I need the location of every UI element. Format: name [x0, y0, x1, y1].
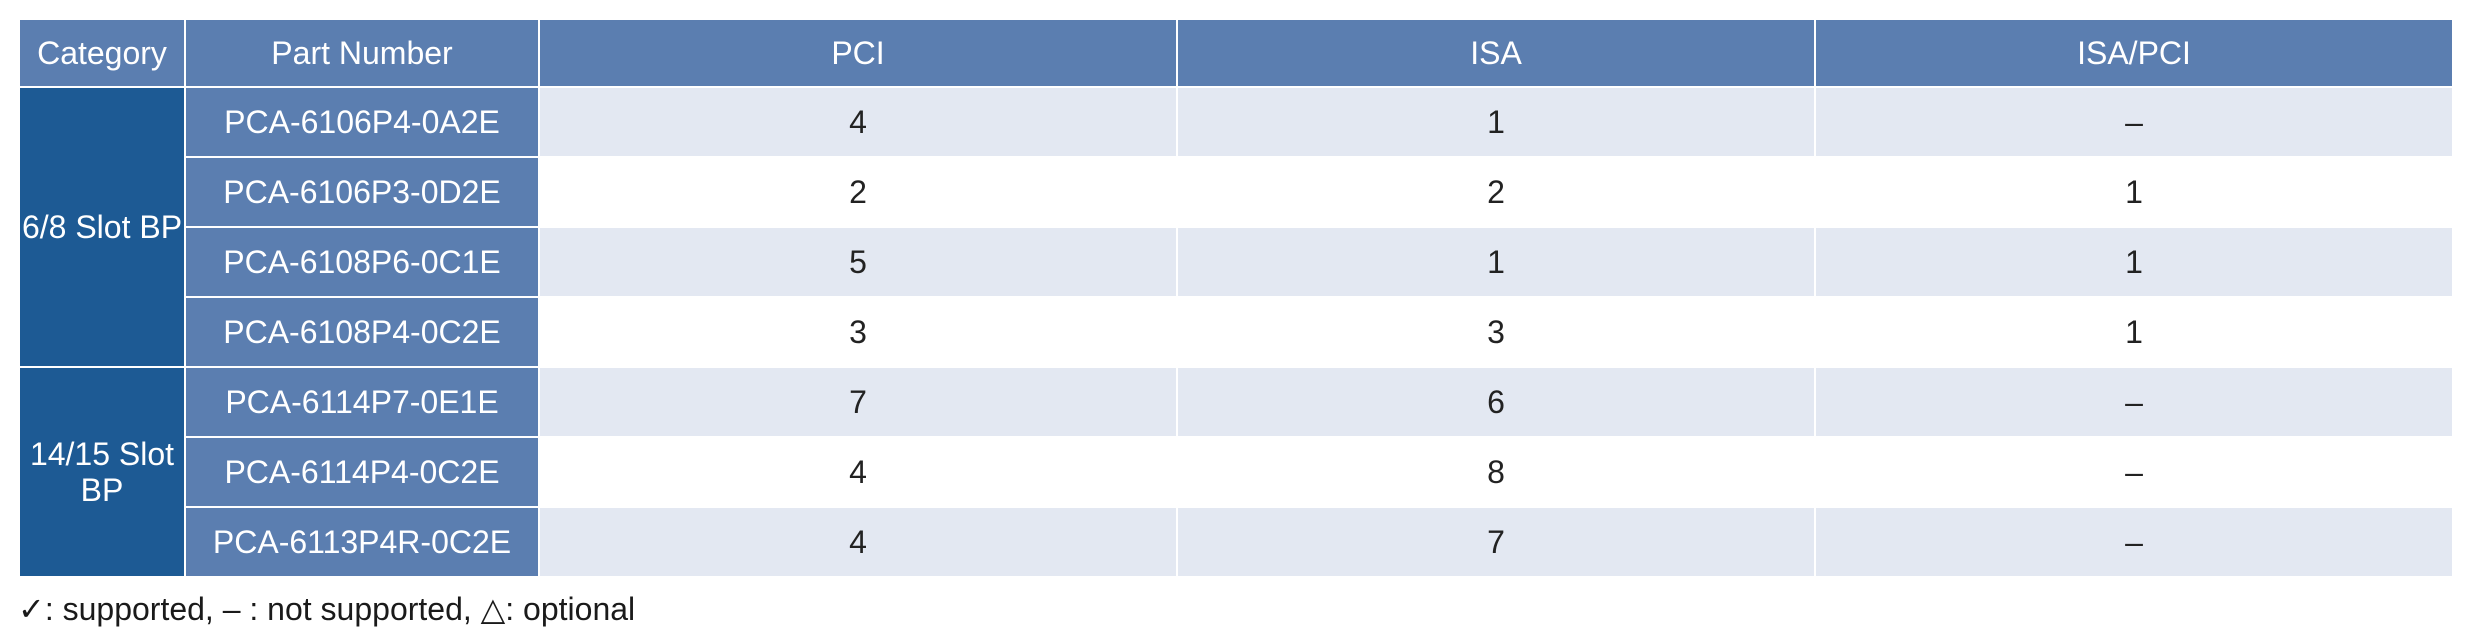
- isa-cell: 1: [1176, 226, 1816, 298]
- legend-text: ✓: supported, – : not supported, △: opti…: [18, 591, 636, 627]
- part-number-cell: PCA-6114P4-0C2E: [184, 436, 540, 508]
- part-number-cell: PCA-6106P4-0A2E: [184, 86, 540, 158]
- legend-note: ✓: supported, – : not supported, △: opti…: [18, 590, 635, 628]
- isa-cell: 7: [1176, 506, 1816, 578]
- backplane-spec-table: Category Part Number PCI ISA ISA/PCI 6/8…: [18, 18, 2454, 578]
- isa-cell: 8: [1176, 436, 1816, 508]
- part-number-cell: PCA-6108P6-0C1E: [184, 226, 540, 298]
- isa-pci-cell: –: [1814, 506, 2454, 578]
- part-number-cell: PCA-6113P4R-0C2E: [184, 506, 540, 578]
- header-isa-pci: ISA/PCI: [1814, 18, 2454, 88]
- spec-table-container: Category Part Number PCI ISA ISA/PCI 6/8…: [18, 18, 2454, 578]
- table-row: PCA-6113P4R-0C2E 4 7 –: [19, 506, 2454, 578]
- table-row: PCA-6106P3-0D2E 2 2 1: [19, 156, 2454, 228]
- header-pci: PCI: [538, 18, 1178, 88]
- table-row: PCA-6114P4-0C2E 4 8 –: [19, 436, 2454, 508]
- header-isa: ISA: [1176, 18, 1816, 88]
- isa-pci-cell: 1: [1814, 296, 2454, 368]
- isa-cell: 2: [1176, 156, 1816, 228]
- table-row: 6/8 Slot BP PCA-6106P4-0A2E 4 1 –: [18, 86, 2454, 368]
- part-number-cell: PCA-6108P4-0C2E: [184, 296, 540, 368]
- isa-pci-cell: 1: [1814, 226, 2454, 298]
- pci-cell: 4: [538, 86, 1178, 158]
- table-header-row: Category Part Number PCI ISA ISA/PCI: [18, 18, 2454, 88]
- isa-cell: 6: [1176, 366, 1816, 438]
- table-row: PCA-6108P6-0C1E 5 1 1: [19, 226, 2454, 298]
- pci-cell: 5: [538, 226, 1178, 298]
- header-category: Category: [18, 18, 186, 88]
- isa-pci-cell: 1: [1814, 156, 2454, 228]
- pci-cell: 2: [538, 156, 1178, 228]
- isa-pci-cell: –: [1814, 436, 2454, 508]
- part-number-cell: PCA-6114P7-0E1E: [184, 366, 540, 438]
- header-part-number: Part Number: [184, 18, 540, 88]
- isa-cell: 1: [1176, 86, 1816, 158]
- isa-pci-cell: –: [1814, 86, 2454, 158]
- category-cell: 14/15 Slot BP: [18, 366, 186, 578]
- table-row: PCA-6108P4-0C2E 3 3 1: [19, 296, 2454, 368]
- part-number-cell: PCA-6106P3-0D2E: [184, 156, 540, 228]
- pci-cell: 4: [538, 506, 1178, 578]
- category-cell: 6/8 Slot BP: [18, 86, 186, 368]
- pci-cell: 7: [538, 366, 1178, 438]
- table-row: 14/15 Slot BP PCA-6114P7-0E1E 7 6 –: [18, 366, 2454, 578]
- pci-cell: 3: [538, 296, 1178, 368]
- isa-pci-cell: –: [1814, 366, 2454, 438]
- pci-cell: 4: [538, 436, 1178, 508]
- isa-cell: 3: [1176, 296, 1816, 368]
